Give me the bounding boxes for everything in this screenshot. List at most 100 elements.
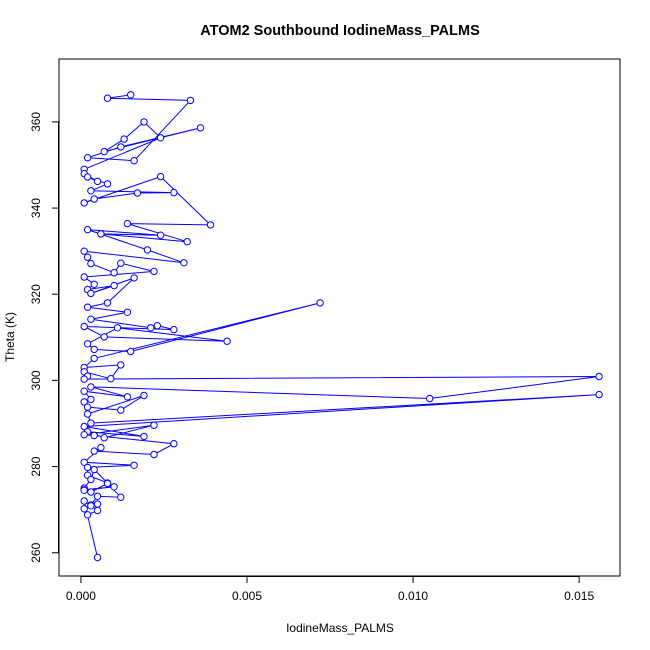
data-point bbox=[93, 506, 102, 515]
axes: 0.000 0.005 0.010 0.015 260 280 300 320 340 360 bbox=[29, 112, 594, 603]
data-point bbox=[110, 269, 118, 277]
data-point bbox=[83, 410, 92, 418]
data-point bbox=[156, 134, 165, 142]
y-axis-label: Theta (K) bbox=[3, 312, 17, 362]
data-point bbox=[87, 475, 95, 484]
data-point bbox=[117, 493, 125, 501]
data-point bbox=[120, 135, 128, 143]
data-point bbox=[83, 511, 92, 519]
data-point bbox=[140, 391, 148, 400]
data-point bbox=[83, 463, 92, 472]
data-point bbox=[80, 497, 88, 505]
data-point bbox=[316, 299, 324, 307]
data-point bbox=[80, 247, 88, 255]
data-point bbox=[206, 221, 215, 229]
data-point bbox=[117, 143, 125, 151]
data-point bbox=[80, 431, 88, 439]
data-point bbox=[103, 299, 112, 307]
data-point bbox=[93, 500, 102, 508]
data-point bbox=[103, 180, 112, 188]
data-point bbox=[90, 354, 98, 363]
data-point bbox=[117, 361, 125, 369]
data-point bbox=[143, 246, 152, 254]
data-point bbox=[93, 553, 102, 562]
data-point bbox=[127, 347, 135, 356]
data-point bbox=[83, 154, 92, 162]
data-point bbox=[133, 189, 142, 197]
data-point bbox=[426, 394, 434, 403]
data-point bbox=[100, 147, 108, 156]
y-tick-label: 260 bbox=[29, 542, 43, 562]
data-point bbox=[87, 395, 95, 404]
data-point bbox=[80, 458, 88, 466]
data-point bbox=[107, 375, 115, 383]
data-point bbox=[130, 274, 138, 282]
y-tick-label: 320 bbox=[29, 284, 43, 304]
data-point bbox=[80, 199, 88, 207]
data-point bbox=[87, 187, 95, 195]
data-point bbox=[80, 322, 88, 331]
data-point bbox=[595, 372, 603, 381]
data-point bbox=[83, 253, 92, 261]
y-tick-label: 280 bbox=[29, 456, 43, 476]
data-point bbox=[223, 337, 231, 345]
data-point bbox=[117, 406, 125, 414]
data-point bbox=[93, 492, 102, 500]
data-point bbox=[170, 188, 178, 197]
data-point bbox=[140, 118, 148, 126]
data-point bbox=[80, 486, 88, 494]
data-point bbox=[110, 281, 118, 290]
data-point bbox=[156, 172, 165, 181]
data-point bbox=[90, 195, 98, 203]
data-point bbox=[80, 375, 88, 383]
data-point bbox=[130, 461, 138, 469]
chart-title: ATOM2 Southbound IodineMass_PALMS bbox=[200, 23, 480, 39]
data-point bbox=[80, 398, 88, 406]
data-point bbox=[117, 259, 125, 267]
data-point bbox=[93, 177, 102, 186]
data-point bbox=[123, 219, 132, 228]
data-point bbox=[147, 324, 155, 332]
data-point bbox=[80, 505, 88, 513]
data-point bbox=[170, 325, 178, 334]
x-tick-label: 0.000 bbox=[66, 589, 96, 603]
data-point bbox=[90, 465, 98, 474]
data-point bbox=[103, 94, 112, 102]
data-point bbox=[196, 124, 205, 132]
data-point bbox=[123, 308, 132, 316]
x-tick-label: 0.010 bbox=[398, 589, 428, 603]
plot-area bbox=[80, 91, 603, 562]
data-point bbox=[97, 443, 105, 452]
data-point bbox=[140, 432, 148, 441]
data-point bbox=[127, 91, 135, 99]
data-point bbox=[83, 403, 92, 411]
data-point bbox=[83, 303, 92, 311]
data-point bbox=[87, 488, 95, 496]
data-point bbox=[156, 231, 165, 239]
data-point bbox=[103, 479, 112, 488]
data-point bbox=[110, 483, 118, 491]
data-point bbox=[87, 383, 95, 391]
data-point bbox=[87, 419, 95, 427]
data-point bbox=[80, 387, 88, 395]
data-point bbox=[113, 324, 122, 332]
data-point bbox=[90, 345, 98, 354]
data-point bbox=[97, 230, 105, 238]
data-point bbox=[595, 390, 603, 399]
data-point bbox=[150, 450, 158, 459]
data-point bbox=[123, 393, 132, 401]
data-point bbox=[100, 434, 108, 442]
data-point bbox=[150, 421, 158, 429]
data-point bbox=[90, 447, 98, 455]
data-point bbox=[90, 431, 98, 440]
y-tick-label: 300 bbox=[29, 370, 43, 390]
data-point bbox=[87, 259, 95, 268]
data-point bbox=[87, 502, 95, 510]
data-point bbox=[170, 440, 178, 448]
data-point bbox=[80, 422, 88, 431]
data-point bbox=[87, 315, 95, 323]
data-point bbox=[183, 238, 191, 246]
data-point bbox=[130, 157, 138, 165]
data-point bbox=[83, 173, 92, 181]
